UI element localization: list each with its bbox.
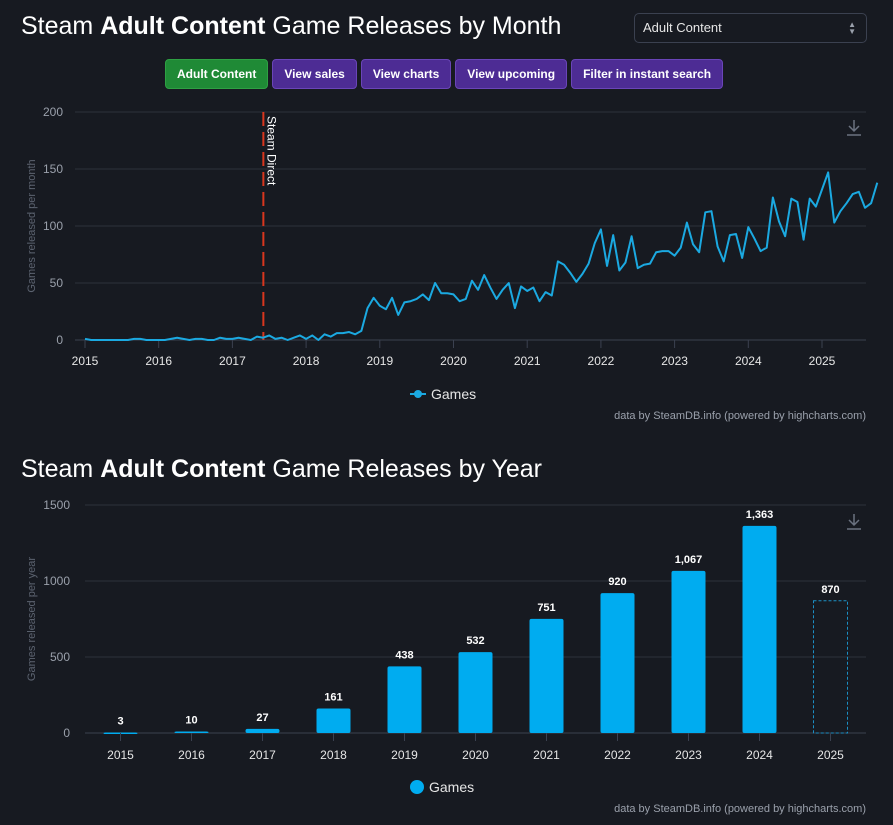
download-icon[interactable] [846, 119, 862, 137]
data-label: 751 [537, 602, 555, 614]
bar [387, 666, 422, 733]
y-tick-label: 500 [50, 650, 70, 664]
monthly-chart-title: Steam Adult Content Game Releases by Mon… [21, 12, 561, 41]
x-tick-label: 2016 [145, 354, 172, 368]
credits[interactable]: data by SteamDB.info (powered by highcha… [614, 410, 866, 422]
view-upcoming-button[interactable]: View upcoming [455, 59, 568, 89]
data-label: 161 [324, 692, 342, 704]
yearly-releases-chart: 0 500 1000 1500 Games released per year 3 2015… [26, 498, 866, 762]
bar [600, 593, 635, 733]
view-charts-button[interactable]: View charts [360, 59, 452, 89]
monthly-legend-item[interactable]: Games [410, 386, 476, 402]
legend-label: Games [431, 386, 477, 402]
data-label: 27 [256, 712, 268, 724]
x-tick-label: 2017 [249, 748, 276, 762]
x-tick-label: 2015 [72, 354, 99, 368]
data-label: 1,067 [675, 554, 703, 566]
adult-content-button[interactable]: Adult Content [165, 59, 269, 89]
data-label: 1,363 [746, 509, 774, 521]
y-tick-label: 0 [56, 333, 63, 347]
x-tick-label: 2023 [661, 354, 688, 368]
credits[interactable]: data by SteamDB.info (powered by highcha… [614, 803, 866, 815]
x-tick-label: 2017 [219, 354, 246, 368]
action-buttons: Adult Content View sales View charts Vie… [165, 59, 724, 89]
steam-direct-label: Steam Direct [264, 116, 278, 186]
title-category: Adult Content [100, 12, 266, 40]
data-label: 920 [608, 576, 626, 588]
yearly-legend-item[interactable]: Games [410, 779, 474, 795]
x-tick-label: 2015 [107, 748, 134, 762]
x-tick-label: 2018 [293, 354, 320, 368]
view-sales-button[interactable]: View sales [272, 59, 357, 89]
bar [174, 731, 209, 733]
y-tick-label: 1000 [43, 574, 70, 588]
x-tick-label: 2018 [320, 748, 347, 762]
bar [245, 728, 280, 733]
x-tick-label: 2024 [735, 354, 762, 368]
x-tick-label: 2025 [809, 354, 836, 368]
title-prefix: Steam [21, 455, 101, 483]
x-tick-label: 2025 [817, 748, 844, 762]
bar-partial [813, 600, 848, 734]
updown-arrows-icon: ▲ ▼ [848, 20, 856, 36]
bar [671, 570, 706, 733]
title-category: Adult Content [100, 455, 266, 483]
x-tick-label: 2019 [366, 354, 393, 368]
line-marker-icon [410, 390, 426, 398]
y-tick-label: 150 [43, 162, 63, 176]
y-axis-title: Games released per year [26, 557, 38, 681]
x-tick-label: 2022 [604, 748, 631, 762]
data-label: 438 [395, 649, 413, 661]
monthly-releases-chart: 0 50 100 150 200 Games released per month 2015… [26, 105, 879, 368]
title-suffix: Game Releases by Month [265, 12, 562, 40]
y-axis-title: Games released per month [26, 159, 38, 292]
y-tick-label: 50 [50, 276, 64, 290]
bar [458, 652, 493, 733]
series-line-games [84, 171, 879, 341]
y-tick-label: 0 [63, 726, 70, 740]
download-icon[interactable] [846, 513, 862, 531]
data-label: 532 [466, 635, 484, 647]
y-tick-label: 1500 [43, 498, 70, 512]
y-tick-label: 200 [43, 105, 63, 119]
bar [316, 708, 351, 733]
x-tick-label: 2019 [391, 748, 418, 762]
x-tick-label: 2024 [746, 748, 773, 762]
legend-label: Games [429, 779, 475, 795]
data-label: 10 [185, 714, 197, 726]
x-tick-label: 2022 [588, 354, 615, 368]
y-tick-label: 100 [43, 219, 63, 233]
x-tick-label: 2020 [462, 748, 489, 762]
filter-instant-search-button[interactable]: Filter in instant search [571, 59, 724, 89]
x-tick-label: 2020 [440, 354, 467, 368]
circle-marker-icon [410, 780, 424, 794]
data-label: 3 [117, 716, 123, 728]
x-tick-label: 2023 [675, 748, 702, 762]
category-select-value: Adult Content [643, 20, 722, 35]
title-prefix: Steam [21, 12, 101, 40]
title-suffix: Game Releases by Year [265, 455, 542, 483]
x-tick-label: 2021 [533, 748, 560, 762]
bar [742, 525, 777, 733]
category-select[interactable]: Adult Content ▲ ▼ [634, 13, 867, 43]
x-tick-label: 2021 [514, 354, 541, 368]
yearly-chart-title: Steam Adult Content Game Releases by Yea… [21, 455, 542, 484]
bar [529, 618, 564, 733]
x-tick-label: 2016 [178, 748, 205, 762]
data-label: 870 [821, 584, 839, 596]
